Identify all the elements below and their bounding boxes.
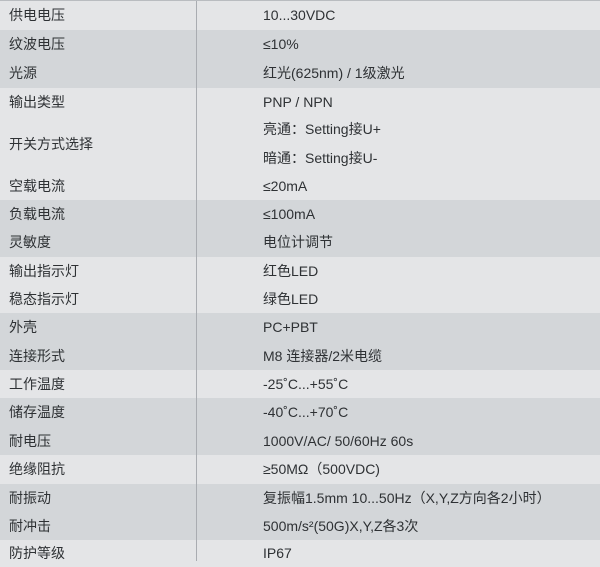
row-label: 防护等级 xyxy=(9,545,65,562)
row-value-line: 红色LED xyxy=(263,262,319,279)
row-label: 负载电流 xyxy=(9,205,65,222)
row-value-line: -25˚C...+55˚C xyxy=(263,375,349,392)
row-value: -40˚C...+70˚C xyxy=(196,404,600,421)
row-value-line: ≤100mA xyxy=(263,205,316,222)
row-value: PC+PBT xyxy=(196,319,600,336)
row-label: 储存温度 xyxy=(9,404,65,421)
row-value-line: 1000V/AC/ 50/60Hz 60s xyxy=(263,432,414,449)
row-value: 复振幅1.5mm 10...50Hz（X,Y,Z方向各2小时） xyxy=(196,490,600,507)
table-row: 空载电流 ≤20mA xyxy=(0,172,600,200)
row-value-line: 500m/s²(50G)X,Y,Z各3次 xyxy=(263,518,419,535)
row-label: 供电电压 xyxy=(9,7,65,24)
table-row: 供电电压 10...30VDC xyxy=(0,1,600,30)
row-label: 光源 xyxy=(9,65,37,82)
row-value-line: ≥50MΩ（500VDC) xyxy=(263,461,380,478)
row-value-line: 10...30VDC xyxy=(263,7,336,24)
row-label: 输出类型 xyxy=(9,93,65,110)
row-label: 耐冲击 xyxy=(9,518,51,535)
row-value: 500m/s²(50G)X,Y,Z各3次 xyxy=(196,518,600,535)
row-value: ≥50MΩ（500VDC) xyxy=(196,461,600,478)
row-label: 开关方式选择 xyxy=(9,135,93,152)
table-row: 工作温度 -25˚C...+55˚C xyxy=(0,370,600,398)
table-row: 输出指示灯 红色LED xyxy=(0,257,600,285)
table-row: 防护等级 IP67 xyxy=(0,540,600,567)
row-label: 耐振动 xyxy=(9,490,51,507)
row-value: 1000V/AC/ 50/60Hz 60s xyxy=(196,433,600,450)
row-value-line: 亮通：Setting接U+ xyxy=(263,121,381,138)
row-value-line: 暗通：Setting接U- xyxy=(263,150,378,166)
row-value-line: -40˚C...+70˚C xyxy=(263,404,349,421)
row-label: 稳态指示灯 xyxy=(9,290,79,307)
row-value: 红色LED xyxy=(196,263,600,280)
row-value: ≤20mA xyxy=(196,178,600,195)
row-value-line: IP67 xyxy=(263,545,292,562)
row-value-line: ≤20mA xyxy=(263,177,308,194)
table-row: 输出类型 PNP / NPN xyxy=(0,88,600,116)
row-label: 输出指示灯 xyxy=(9,262,79,279)
row-label: 空载电流 xyxy=(9,177,65,194)
row-value: PNP / NPN xyxy=(196,94,600,111)
row-label: 连接形式 xyxy=(9,347,65,364)
table-row: 连接形式 M8 连接器/2米电缆 xyxy=(0,342,600,370)
table-row: 耐电压 1000V/AC/ 50/60Hz 60s xyxy=(0,427,600,455)
row-value-line: 绿色LED xyxy=(263,290,319,307)
row-value: M8 连接器/2米电缆 xyxy=(196,348,600,365)
row-value: ≤100mA xyxy=(196,206,600,223)
table-row: 纹波电压 ≤10% xyxy=(0,30,600,59)
row-label: 工作温度 xyxy=(9,375,65,392)
row-value-line: ≤10% xyxy=(263,36,299,53)
row-label: 纹波电压 xyxy=(9,36,65,53)
row-value: 亮通：Setting接U+ 暗通：Setting接U- xyxy=(196,121,600,167)
table-row: 光源 红光(625nm) / 1级激光 xyxy=(0,59,600,88)
column-divider xyxy=(196,1,197,561)
table-row: 外壳 PC+PBT xyxy=(0,313,600,342)
table-row: 耐振动 复振幅1.5mm 10...50Hz（X,Y,Z方向各2小时） xyxy=(0,484,600,513)
row-label: 外壳 xyxy=(9,319,37,336)
table-row: 稳态指示灯 绿色LED xyxy=(0,285,600,313)
table-row: 开关方式选择 亮通：Setting接U+ 暗通：Setting接U- xyxy=(0,116,600,172)
row-value: IP67 xyxy=(196,545,600,562)
row-value-line: PC+PBT xyxy=(263,319,318,336)
row-value-line: 复振幅1.5mm 10...50Hz（X,Y,Z方向各2小时） xyxy=(263,490,551,507)
row-value-line: 红光(625nm) / 1级激光 xyxy=(263,65,405,82)
row-value: 红光(625nm) / 1级激光 xyxy=(196,65,600,82)
row-value: 绿色LED xyxy=(196,291,600,308)
table-row: 耐冲击 500m/s²(50G)X,Y,Z各3次 xyxy=(0,513,600,540)
row-value-line: PNP / NPN xyxy=(263,93,333,110)
table-row: 绝缘阻抗 ≥50MΩ（500VDC) xyxy=(0,455,600,484)
row-label: 灵敏度 xyxy=(9,234,51,251)
row-label: 绝缘阻抗 xyxy=(9,461,65,478)
row-value: 10...30VDC xyxy=(196,7,600,24)
row-label: 耐电压 xyxy=(9,432,51,449)
row-value: 电位计调节 xyxy=(196,234,600,251)
table-row: 灵敏度 电位计调节 xyxy=(0,228,600,257)
row-value-line: 电位计调节 xyxy=(263,234,333,251)
row-value-line: M8 连接器/2米电缆 xyxy=(263,347,383,364)
row-value: -25˚C...+55˚C xyxy=(196,376,600,393)
table-row: 储存温度 -40˚C...+70˚C xyxy=(0,398,600,427)
row-value: ≤10% xyxy=(196,36,600,53)
table-row: 负载电流 ≤100mA xyxy=(0,200,600,228)
